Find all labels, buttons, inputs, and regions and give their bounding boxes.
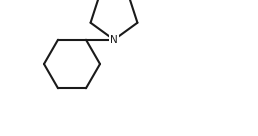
- Text: N: N: [110, 35, 118, 45]
